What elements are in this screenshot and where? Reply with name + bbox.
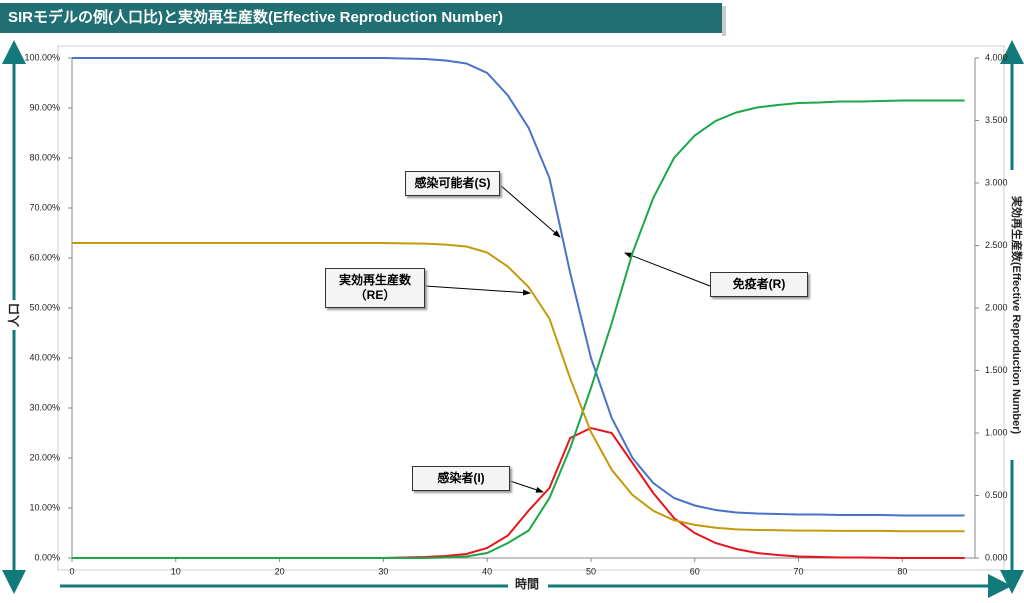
y2-tick-label: 2.000: [985, 302, 1008, 312]
y-tick-label: 20.00%: [29, 452, 60, 462]
y-tick-label: 50.00%: [29, 302, 60, 312]
series-line: [72, 57, 965, 517]
y-tick-label: 90.00%: [29, 102, 60, 112]
x-tick-label: 70: [794, 566, 804, 576]
x-axis-label: 時間: [515, 576, 539, 591]
callout: 実効再生産数（RE）: [325, 268, 425, 308]
y-tick-label: 10.00%: [29, 502, 60, 512]
series-line: [72, 99, 965, 559]
series-line: [72, 426, 965, 559]
callout: 感染者(I): [412, 466, 510, 491]
y-axis-label: 人口: [6, 303, 21, 327]
callout: 免疫者(R): [710, 272, 808, 297]
y-tick-label: 40.00%: [29, 352, 60, 362]
callout-arrow: [624, 252, 711, 287]
x-tick-label: 20: [275, 566, 285, 576]
x-tick-label: 10: [171, 566, 181, 576]
y2-axis-label: 実効再生産数(Effective Reproduction Number): [1010, 196, 1024, 435]
x-tick-label: 50: [586, 566, 596, 576]
y2-tick-label: 3.500: [985, 115, 1008, 125]
title-shadow: [722, 6, 726, 36]
y2-tick-label: 4.000: [985, 52, 1008, 62]
x-tick-label: 60: [690, 566, 700, 576]
y-tick-label: 30.00%: [29, 402, 60, 412]
y2-tick-label: 1.500: [985, 365, 1008, 375]
y2-tick-label: 2.500: [985, 240, 1008, 250]
y-tick-label: 80.00%: [29, 152, 60, 162]
title-banner: [0, 3, 722, 33]
x-tick-label: 80: [897, 566, 907, 576]
y-tick-label: 100.00%: [24, 52, 60, 62]
y-tick-label: 60.00%: [29, 252, 60, 262]
callout-arrow: [509, 480, 544, 493]
y2-tick-label: 1.000: [985, 427, 1008, 437]
y-tick-label: 0.00%: [34, 552, 60, 562]
callout: 感染可能者(S): [405, 171, 500, 196]
y2-tick-label: 3.000: [985, 177, 1008, 187]
x-tick-label: 30: [378, 566, 388, 576]
series-line: [72, 242, 965, 533]
x-tick-label: 0: [69, 566, 74, 576]
chart-title: SIRモデルの例(人口比)と実効再生産数(Effective Reproduct…: [8, 8, 503, 26]
y-tick-label: 70.00%: [29, 202, 60, 212]
y2-tick-label: 0.000: [985, 552, 1008, 562]
callout-arrow: [424, 285, 531, 296]
callout-arrow: [499, 184, 561, 238]
y2-tick-label: 0.500: [985, 490, 1008, 500]
x-tick-label: 40: [482, 566, 492, 576]
plot-frame: [57, 45, 1005, 571]
